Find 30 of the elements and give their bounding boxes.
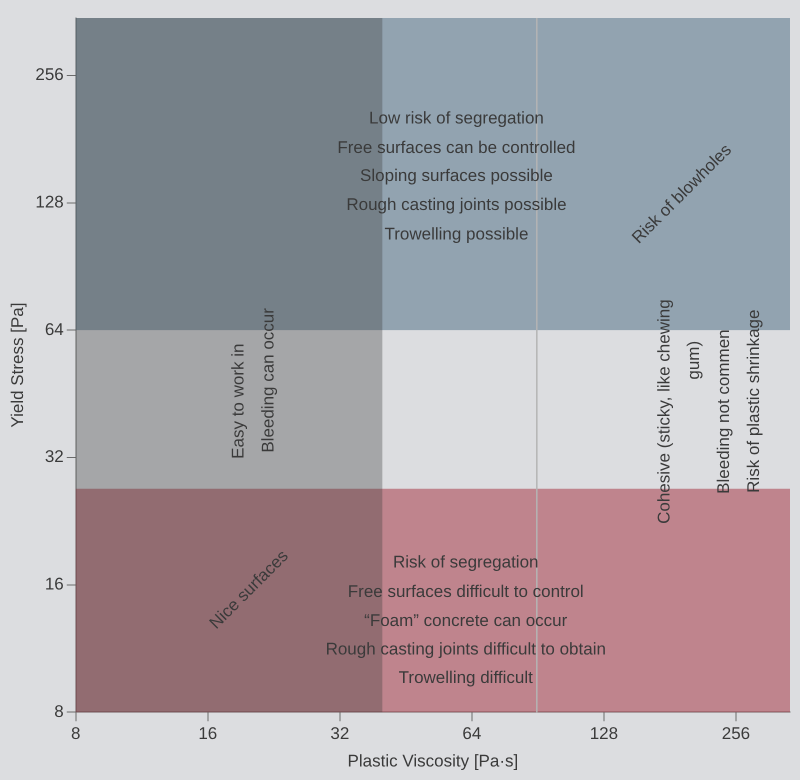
y-tick-label: 16 [44,574,64,594]
y-axis-title: Yield Stress [Pa] [8,302,27,428]
annotation: Risk of plastic shrinkage [744,310,763,493]
annotation: Free surfaces can be controlled [337,138,576,158]
x-tick-label: 32 [330,724,350,744]
annotation: Free surfaces difficult to control [348,582,584,601]
annotation: Bleeding can occur [258,308,278,453]
x-tick-label: 16 [198,724,218,744]
y-tick-label: 128 [35,192,64,212]
annotation: Bleeding not commen [714,329,733,494]
annotation: Trowelling difficult [398,668,534,687]
y-tick-label: 64 [44,320,64,339]
annotation: Risk of segregation [392,552,538,572]
annotation: Trowelling possible [384,224,528,244]
y-tick-label: 32 [44,447,64,466]
x-tick-label: 128 [590,724,618,744]
x-tick-label: 8 [71,724,80,744]
annotation: Easy to work in [228,344,248,459]
y-tick-label: 256 [35,65,64,84]
y-tick-label: 8 [54,702,64,721]
x-tick-label: 256 [722,724,750,744]
annotation: Cohesive (sticky, like chewing [654,299,674,524]
annotation: “Foam” concrete can occur [364,610,568,630]
annotation: Rough casting joints difficult to obtain [326,639,606,658]
annotation: Low risk of segregation [369,108,544,128]
x-tick-label: 64 [462,724,482,744]
annotation: gum) [684,340,703,380]
annotation: Rough casting joints possible [346,195,567,214]
annotation: Sloping surfaces possible [360,166,553,185]
x-axis-title: Plastic Viscosity [Pa·s] [348,751,518,770]
